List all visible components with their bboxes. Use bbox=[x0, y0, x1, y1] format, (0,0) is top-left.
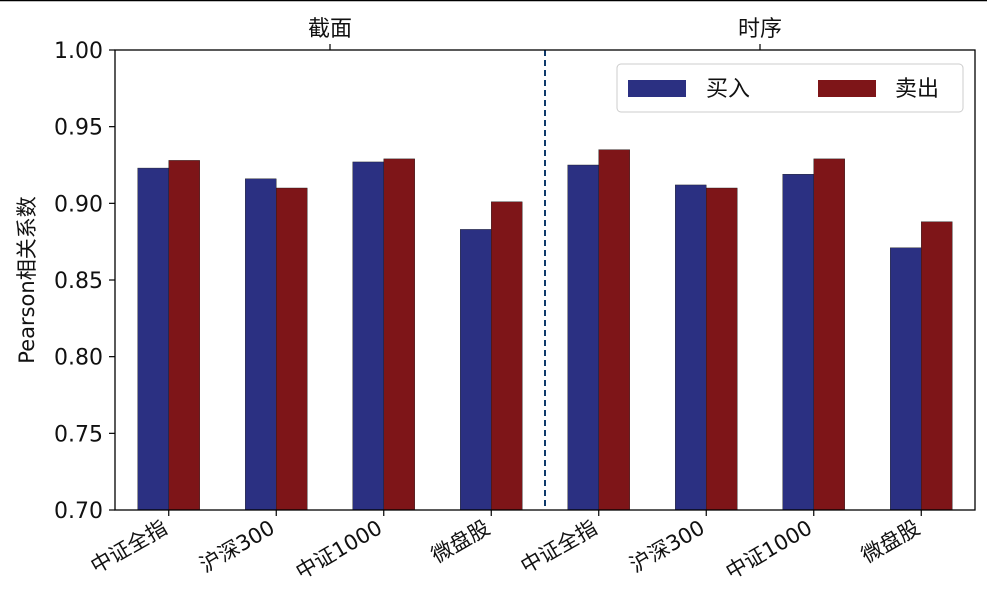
bar-buy-1 bbox=[137, 167, 169, 511]
bar-sell-8 bbox=[921, 221, 953, 511]
y-axis-title: Pearson相关系数 bbox=[15, 196, 39, 363]
bar-buy-8 bbox=[890, 247, 922, 511]
legend-box bbox=[616, 63, 964, 113]
bar-buy-2 bbox=[245, 178, 277, 511]
bar-sell-6 bbox=[706, 187, 738, 511]
y-tick-label: 1.00 bbox=[54, 39, 103, 64]
bar-sell-7 bbox=[813, 158, 845, 511]
x-tick-label: 微盘股 bbox=[427, 516, 494, 568]
bar-buy-5 bbox=[567, 164, 599, 511]
bar-sell-3 bbox=[383, 158, 415, 511]
group-axis-top: 截面 时序 bbox=[308, 17, 782, 50]
legend: 买入 卖出 bbox=[616, 63, 964, 113]
x-axis: 中证全指 沪深300 中证1000 微盘股 中证全指 沪深300 中证1000 微盘股 bbox=[87, 510, 924, 584]
bar-sell-1 bbox=[168, 160, 200, 511]
bar-buy-7 bbox=[782, 173, 814, 511]
bar-buy-4 bbox=[460, 229, 492, 511]
y-axis: 0.70 0.75 0.80 0.85 0.90 0.95 1.00 bbox=[54, 39, 115, 524]
bar-sell-2 bbox=[276, 187, 308, 511]
bar-buy-3 bbox=[352, 161, 384, 511]
legend-swatch-sell bbox=[818, 80, 876, 97]
y-tick-label: 0.75 bbox=[54, 422, 103, 447]
group-title: 时序 bbox=[738, 17, 782, 42]
y-tick-label: 0.80 bbox=[54, 346, 103, 371]
y-tick-label: 0.70 bbox=[54, 499, 103, 524]
legend-swatch-buy bbox=[628, 80, 686, 97]
y-tick-label: 0.85 bbox=[54, 269, 103, 294]
y-tick-label: 0.95 bbox=[54, 116, 103, 141]
bar-buy-6 bbox=[675, 184, 707, 511]
x-tick-label: 沪深300 bbox=[626, 516, 709, 578]
x-tick-label: 沪深300 bbox=[196, 516, 279, 578]
bars-layer bbox=[137, 149, 953, 511]
x-tick-label: 中证全指 bbox=[517, 516, 602, 579]
legend-label-sell: 卖出 bbox=[895, 77, 939, 102]
x-tick-label: 微盘股 bbox=[857, 516, 924, 568]
x-tick-label: 中证1000 bbox=[292, 516, 387, 585]
bar-sell-5 bbox=[598, 149, 630, 511]
x-tick-label: 中证1000 bbox=[722, 516, 817, 585]
y-tick-label: 0.90 bbox=[54, 192, 103, 217]
group-title: 截面 bbox=[308, 17, 352, 42]
legend-label-buy: 买入 bbox=[706, 77, 750, 102]
x-tick-label: 中证全指 bbox=[87, 516, 172, 579]
bar-sell-4 bbox=[491, 201, 523, 511]
